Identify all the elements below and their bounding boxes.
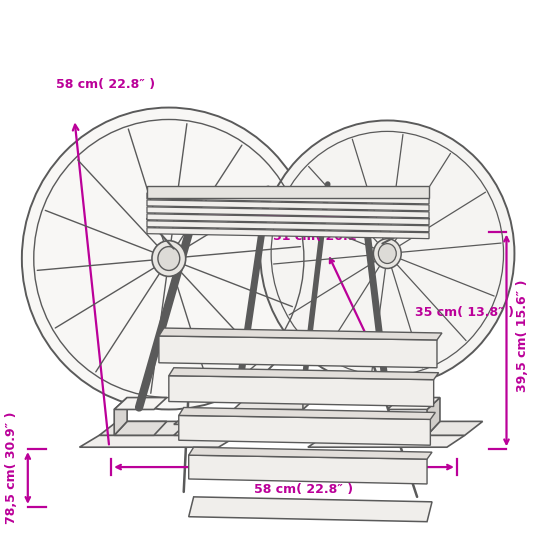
Text: 35 cm( 13.8″ ): 35 cm( 13.8″ ) (415, 306, 514, 319)
Polygon shape (159, 328, 442, 340)
Polygon shape (188, 455, 427, 484)
Polygon shape (114, 421, 167, 435)
Polygon shape (99, 421, 256, 435)
Polygon shape (179, 408, 435, 420)
Ellipse shape (260, 120, 515, 387)
Text: 58 cm( 22.8″ ): 58 cm( 22.8″ ) (254, 483, 354, 496)
Polygon shape (147, 200, 429, 211)
Polygon shape (147, 207, 429, 218)
Polygon shape (114, 397, 127, 435)
Polygon shape (188, 497, 432, 522)
Ellipse shape (22, 107, 316, 409)
Polygon shape (308, 435, 465, 447)
Polygon shape (169, 368, 438, 380)
Polygon shape (147, 193, 429, 204)
Text: 78,5 cm( 30.9″ ): 78,5 cm( 30.9″ ) (5, 412, 18, 524)
Ellipse shape (152, 241, 186, 276)
Polygon shape (174, 415, 220, 424)
Polygon shape (114, 397, 167, 409)
Text: 51 cm( 20.1″ ): 51 cm( 20.1″ ) (273, 230, 373, 242)
Polygon shape (233, 397, 316, 409)
Polygon shape (233, 380, 316, 389)
Ellipse shape (158, 247, 180, 271)
Polygon shape (303, 380, 316, 409)
Polygon shape (147, 186, 429, 198)
Polygon shape (188, 447, 432, 459)
Polygon shape (387, 421, 440, 435)
Polygon shape (147, 228, 429, 239)
Polygon shape (427, 397, 440, 435)
Polygon shape (147, 214, 429, 225)
Polygon shape (179, 415, 430, 445)
Polygon shape (169, 376, 434, 407)
Text: 58 cm( 22.8″ ): 58 cm( 22.8″ ) (56, 78, 155, 91)
Polygon shape (318, 424, 365, 435)
Polygon shape (387, 397, 440, 409)
Polygon shape (79, 435, 238, 447)
Ellipse shape (374, 239, 401, 268)
Ellipse shape (379, 244, 396, 264)
Polygon shape (159, 336, 437, 368)
Polygon shape (174, 424, 220, 435)
Polygon shape (326, 421, 483, 435)
Polygon shape (318, 415, 365, 424)
Polygon shape (147, 221, 429, 232)
Text: 39,5 cm( 15.6″ ): 39,5 cm( 15.6″ ) (516, 279, 529, 392)
